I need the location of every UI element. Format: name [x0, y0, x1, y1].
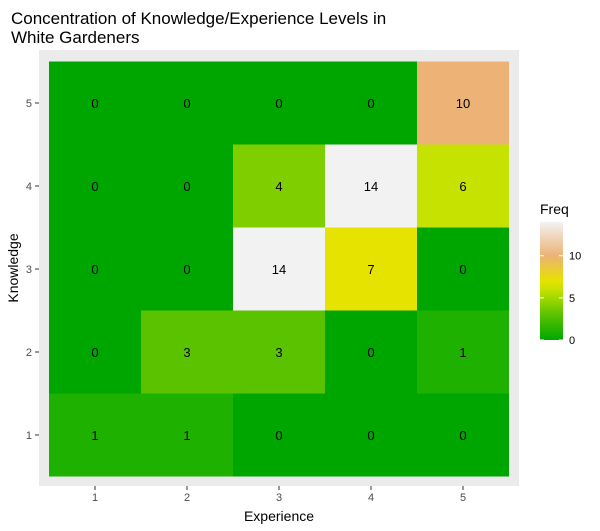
heatmap-cell-x5-y3	[417, 227, 509, 311]
cell-value-label-x3-y3: 14	[272, 262, 286, 277]
heatmap-cell-x4-y3	[325, 227, 417, 311]
x-tick-label-1: 1	[92, 492, 98, 504]
heatmap-cell-x4-y2	[325, 310, 417, 394]
legend-title: Freq	[540, 201, 569, 217]
heatmap-cell-x3-y3	[233, 227, 325, 311]
legend-ticks: 0 5 10	[540, 251, 581, 347]
heatmap-cell-x3-y5	[233, 61, 325, 145]
cell-value-label-x2-y2: 3	[183, 345, 190, 360]
heatmap-cell-x1-y3	[49, 227, 141, 311]
cell-value-label-x3-y2: 3	[275, 345, 282, 360]
heatmap-cell-x3-y4	[233, 144, 325, 228]
cell-value-label-x5-y2: 1	[459, 345, 466, 360]
cell-value-label-x3-y4: 4	[275, 179, 282, 194]
cell-value-label-x5-y1: 0	[459, 428, 466, 443]
y-tick-label-4: 4	[26, 181, 32, 193]
heatmap-cell-x2-y1	[141, 393, 233, 477]
legend-tick-label-5: 5	[569, 293, 575, 305]
cell-value-label-x4-y4: 14	[364, 179, 378, 194]
cell-value-label-x2-y1: 1	[183, 428, 190, 443]
x-tick-label-3: 3	[276, 492, 282, 504]
heatmap-cell-x5-y5	[417, 61, 509, 145]
y-tick-label-2: 2	[26, 347, 32, 359]
y-tick-label-5: 5	[26, 98, 32, 110]
y-tick-label-3: 3	[26, 264, 32, 276]
cell-value-label-x4-y2: 0	[367, 345, 374, 360]
heatmap-cell-x2-y5	[141, 61, 233, 145]
heatmap-cell-x5-y2	[417, 310, 509, 394]
heatmap-cell-x3-y2	[233, 310, 325, 394]
heatmap-cell-x2-y2	[141, 310, 233, 394]
y-axis-ticks: 1 2 3 4 5	[26, 98, 39, 442]
legend-colorbar	[540, 222, 563, 340]
heatmap-cell-x1-y5	[49, 61, 141, 145]
y-axis-title: Knowledge	[5, 233, 21, 302]
heatmap-cell-x4-y1	[325, 393, 417, 477]
x-tick-label-4: 4	[368, 492, 374, 504]
x-axis-ticks: 1 2 3 4 5	[92, 486, 466, 504]
heatmap-cell-x1-y1	[49, 393, 141, 477]
cell-value-label-x4-y1: 0	[367, 428, 374, 443]
x-axis-title: Experience	[244, 508, 314, 524]
x-tick-label-2: 2	[184, 492, 190, 504]
cell-value-label-x1-y1: 1	[91, 428, 98, 443]
chart-title: Concentration of Knowledge/Experience Le…	[11, 9, 386, 47]
chart-title-line-2: White Gardeners	[11, 28, 140, 47]
y-tick-label-1: 1	[26, 430, 32, 442]
legend-tick-label-10: 10	[569, 251, 581, 263]
heatmap-cell-x5-y1	[417, 393, 509, 477]
cell-value-label-x5-y3: 0	[459, 262, 466, 277]
cell-value-label-x1-y3: 0	[91, 262, 98, 277]
cell-value-label-x1-y2: 0	[91, 345, 98, 360]
cell-value-label-x4-y3: 7	[367, 262, 374, 277]
cell-value-label-x1-y4: 0	[91, 179, 98, 194]
cell-value-label-x3-y1: 0	[275, 428, 282, 443]
chart-title-line-1: Concentration of Knowledge/Experience Le…	[11, 9, 386, 28]
heatmap-cells	[49, 61, 509, 477]
cell-value-label-x4-y5: 0	[367, 96, 374, 111]
heatmap-cell-x1-y4	[49, 144, 141, 228]
heatmap-cell-x5-y4	[417, 144, 509, 228]
cell-value-label-x3-y5: 0	[275, 96, 282, 111]
heatmap-cell-x4-y4	[325, 144, 417, 228]
cell-value-label-x2-y3: 0	[183, 262, 190, 277]
heatmap-cell-x1-y2	[49, 310, 141, 394]
heatmap-cell-labels: 0 0 0 0 100 0 4 14 60 0 14 7 00 3 3 0 11 1 0 0 0	[91, 96, 470, 443]
cell-value-label-x5-y4: 6	[459, 179, 466, 194]
cell-value-label-x2-y4: 0	[183, 179, 190, 194]
heatmap-cell-x4-y5	[325, 61, 417, 145]
cell-value-label-x2-y5: 0	[183, 96, 190, 111]
heatmap-cell-x2-y4	[141, 144, 233, 228]
cell-value-label-x5-y5: 10	[456, 96, 470, 111]
heatmap-cell-x2-y3	[141, 227, 233, 311]
legend-tick-label-0: 0	[569, 335, 575, 347]
cell-value-label-x1-y5: 0	[91, 96, 98, 111]
color-legend: Freq 0 5 10	[540, 201, 581, 347]
x-tick-label-5: 5	[460, 492, 466, 504]
heatmap-cell-x3-y1	[233, 393, 325, 477]
